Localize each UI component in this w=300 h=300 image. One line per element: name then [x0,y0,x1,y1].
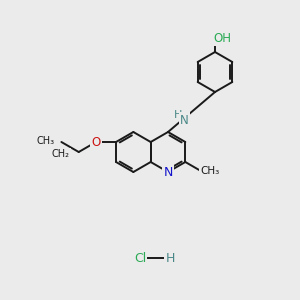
Text: N: N [180,113,189,127]
Text: CH₃: CH₃ [36,136,54,146]
Text: H: H [174,110,182,120]
Text: H: H [165,251,175,265]
Text: CH₂: CH₂ [52,149,70,159]
Text: OH: OH [213,32,231,44]
Text: N: N [163,166,173,178]
Text: CH₃: CH₃ [200,166,219,176]
Text: Cl: Cl [134,251,146,265]
Text: O: O [92,136,101,148]
